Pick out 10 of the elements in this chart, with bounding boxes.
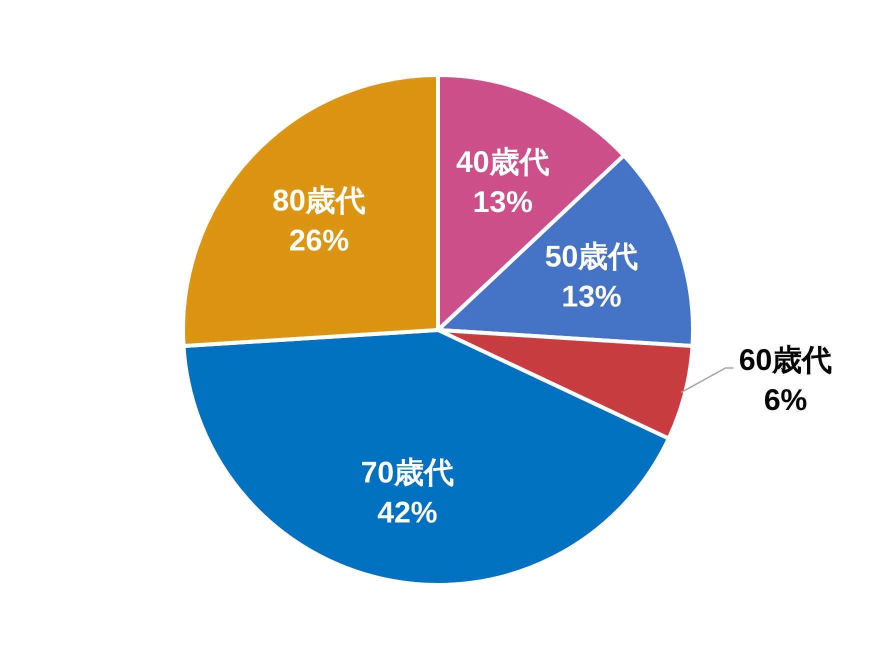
slice-label: 70歳代 bbox=[360, 456, 454, 490]
data-label: 13% bbox=[472, 186, 533, 220]
slice-label: 50歳代 bbox=[544, 240, 638, 274]
slice-label: 40歳代 bbox=[456, 146, 550, 180]
data-label: 13% bbox=[562, 280, 622, 314]
data-label: 6% bbox=[764, 384, 808, 417]
data-label: 42% bbox=[377, 496, 438, 530]
slice-label: 80歳代 bbox=[272, 184, 366, 218]
slice-label: 60歳代 bbox=[738, 344, 832, 377]
data-label: 26% bbox=[289, 224, 350, 258]
